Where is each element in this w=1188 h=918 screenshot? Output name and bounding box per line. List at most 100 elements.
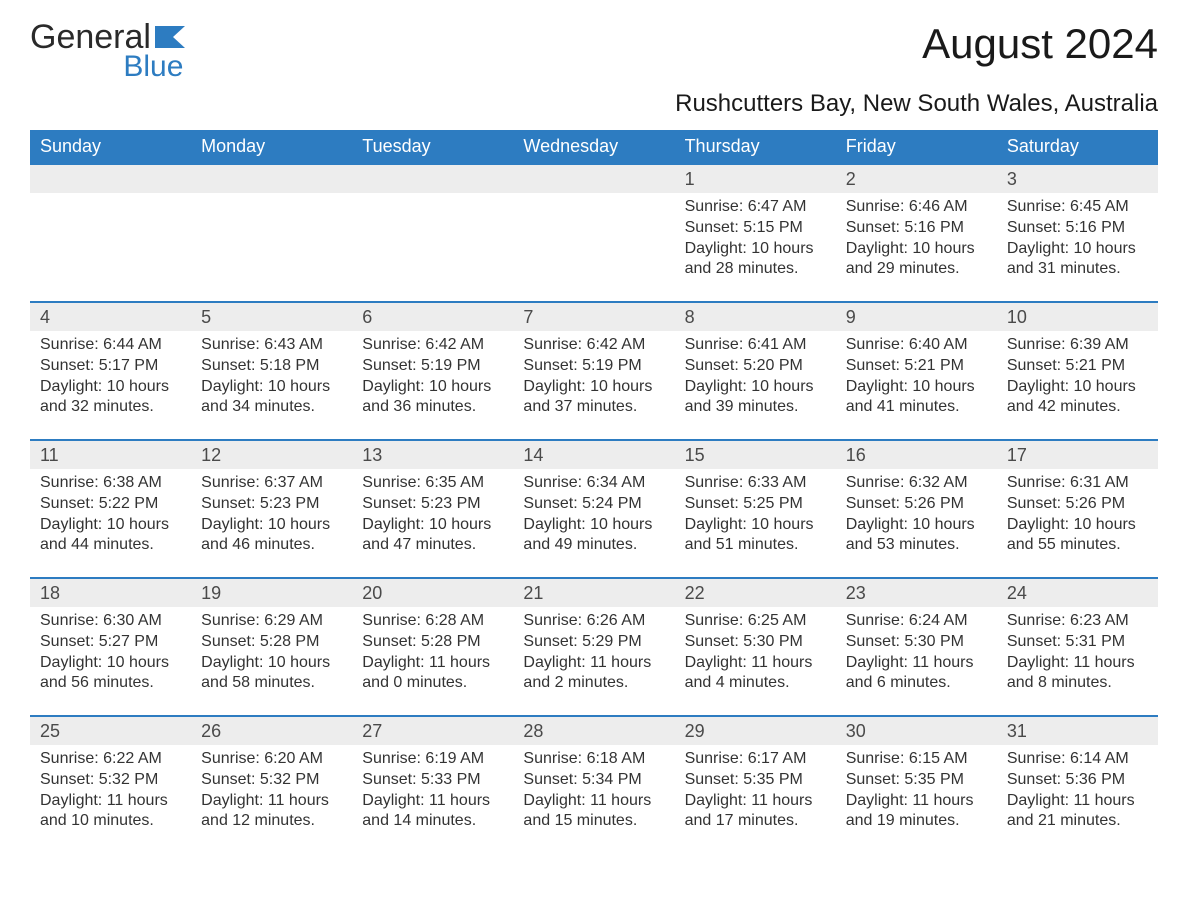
day-content: Sunrise: 6:14 AMSunset: 5:36 PMDaylight:…: [997, 745, 1158, 853]
day-content-row: Sunrise: 6:38 AMSunset: 5:22 PMDaylight:…: [30, 469, 1158, 577]
sunset-text: Sunset: 5:26 PM: [846, 494, 987, 515]
sunset-text: Sunset: 5:35 PM: [846, 770, 987, 791]
daylight-text: Daylight: 10 hours and 29 minutes.: [846, 239, 987, 281]
day-number: 15: [675, 441, 836, 469]
sunset-text: Sunset: 5:30 PM: [685, 632, 826, 653]
sunrise-text: Sunrise: 6:39 AM: [1007, 335, 1148, 356]
sunrise-text: Sunrise: 6:25 AM: [685, 611, 826, 632]
calendar-week: 11121314151617Sunrise: 6:38 AMSunset: 5:…: [30, 439, 1158, 577]
day-content: Sunrise: 6:39 AMSunset: 5:21 PMDaylight:…: [997, 331, 1158, 439]
sunset-text: Sunset: 5:27 PM: [40, 632, 181, 653]
day-content: Sunrise: 6:33 AMSunset: 5:25 PMDaylight:…: [675, 469, 836, 577]
sunset-text: Sunset: 5:18 PM: [201, 356, 342, 377]
day-content: [513, 193, 674, 301]
daylight-text: Daylight: 11 hours and 12 minutes.: [201, 791, 342, 833]
daylight-text: Daylight: 11 hours and 15 minutes.: [523, 791, 664, 833]
calendar-week: 45678910Sunrise: 6:44 AMSunset: 5:17 PMD…: [30, 301, 1158, 439]
daylight-text: Daylight: 11 hours and 21 minutes.: [1007, 791, 1148, 833]
day-number: 22: [675, 579, 836, 607]
sunrise-text: Sunrise: 6:33 AM: [685, 473, 826, 494]
day-content: Sunrise: 6:47 AMSunset: 5:15 PMDaylight:…: [675, 193, 836, 301]
day-number: 17: [997, 441, 1158, 469]
day-content: Sunrise: 6:28 AMSunset: 5:28 PMDaylight:…: [352, 607, 513, 715]
day-content: Sunrise: 6:22 AMSunset: 5:32 PMDaylight:…: [30, 745, 191, 853]
day-number: 30: [836, 717, 997, 745]
daylight-text: Daylight: 10 hours and 46 minutes.: [201, 515, 342, 557]
day-content-row: Sunrise: 6:44 AMSunset: 5:17 PMDaylight:…: [30, 331, 1158, 439]
sunrise-text: Sunrise: 6:23 AM: [1007, 611, 1148, 632]
day-content-row: Sunrise: 6:47 AMSunset: 5:15 PMDaylight:…: [30, 193, 1158, 301]
day-number: 26: [191, 717, 352, 745]
logo-flag-icon: [155, 26, 185, 53]
daylight-text: Daylight: 10 hours and 32 minutes.: [40, 377, 181, 419]
sunrise-text: Sunrise: 6:17 AM: [685, 749, 826, 770]
daylight-text: Daylight: 10 hours and 42 minutes.: [1007, 377, 1148, 419]
sunrise-text: Sunrise: 6:31 AM: [1007, 473, 1148, 494]
sunset-text: Sunset: 5:25 PM: [685, 494, 826, 515]
sunrise-text: Sunrise: 6:19 AM: [362, 749, 503, 770]
day-number-row: 25262728293031: [30, 717, 1158, 745]
sunset-text: Sunset: 5:23 PM: [362, 494, 503, 515]
sunset-text: Sunset: 5:31 PM: [1007, 632, 1148, 653]
daylight-text: Daylight: 10 hours and 28 minutes.: [685, 239, 826, 281]
day-number: 5: [191, 303, 352, 331]
sunset-text: Sunset: 5:16 PM: [846, 218, 987, 239]
day-number: 3: [997, 165, 1158, 193]
day-content: Sunrise: 6:44 AMSunset: 5:17 PMDaylight:…: [30, 331, 191, 439]
day-number: 16: [836, 441, 997, 469]
sunrise-text: Sunrise: 6:44 AM: [40, 335, 181, 356]
sunset-text: Sunset: 5:19 PM: [523, 356, 664, 377]
calendar-week: 25262728293031Sunrise: 6:22 AMSunset: 5:…: [30, 715, 1158, 853]
days-of-week-header: SundayMondayTuesdayWednesdayThursdayFrid…: [30, 130, 1158, 163]
day-content: Sunrise: 6:24 AMSunset: 5:30 PMDaylight:…: [836, 607, 997, 715]
day-number: 31: [997, 717, 1158, 745]
sunrise-text: Sunrise: 6:18 AM: [523, 749, 664, 770]
daylight-text: Daylight: 11 hours and 4 minutes.: [685, 653, 826, 695]
day-number: [513, 165, 674, 193]
day-content: Sunrise: 6:26 AMSunset: 5:29 PMDaylight:…: [513, 607, 674, 715]
day-content: [30, 193, 191, 301]
daylight-text: Daylight: 10 hours and 51 minutes.: [685, 515, 826, 557]
sunset-text: Sunset: 5:23 PM: [201, 494, 342, 515]
daylight-text: Daylight: 11 hours and 17 minutes.: [685, 791, 826, 833]
day-number: [30, 165, 191, 193]
sunset-text: Sunset: 5:30 PM: [846, 632, 987, 653]
daylight-text: Daylight: 10 hours and 49 minutes.: [523, 515, 664, 557]
sunrise-text: Sunrise: 6:29 AM: [201, 611, 342, 632]
sunset-text: Sunset: 5:35 PM: [685, 770, 826, 791]
sunrise-text: Sunrise: 6:30 AM: [40, 611, 181, 632]
day-number: [352, 165, 513, 193]
day-number: 12: [191, 441, 352, 469]
day-number-row: 18192021222324: [30, 579, 1158, 607]
daylight-text: Daylight: 10 hours and 34 minutes.: [201, 377, 342, 419]
day-content: Sunrise: 6:38 AMSunset: 5:22 PMDaylight:…: [30, 469, 191, 577]
logo: General Blue: [30, 20, 185, 84]
day-content: [352, 193, 513, 301]
day-number: 8: [675, 303, 836, 331]
daylight-text: Daylight: 10 hours and 31 minutes.: [1007, 239, 1148, 281]
sunrise-text: Sunrise: 6:24 AM: [846, 611, 987, 632]
sunrise-text: Sunrise: 6:32 AM: [846, 473, 987, 494]
day-number-row: 45678910: [30, 303, 1158, 331]
day-content: Sunrise: 6:32 AMSunset: 5:26 PMDaylight:…: [836, 469, 997, 577]
day-content: Sunrise: 6:20 AMSunset: 5:32 PMDaylight:…: [191, 745, 352, 853]
sunset-text: Sunset: 5:33 PM: [362, 770, 503, 791]
day-number: 18: [30, 579, 191, 607]
daylight-text: Daylight: 10 hours and 53 minutes.: [846, 515, 987, 557]
day-number: 2: [836, 165, 997, 193]
daylight-text: Daylight: 11 hours and 0 minutes.: [362, 653, 503, 695]
day-content: Sunrise: 6:25 AMSunset: 5:30 PMDaylight:…: [675, 607, 836, 715]
day-content: Sunrise: 6:34 AMSunset: 5:24 PMDaylight:…: [513, 469, 674, 577]
sunset-text: Sunset: 5:19 PM: [362, 356, 503, 377]
day-number: 14: [513, 441, 674, 469]
day-number-row: 11121314151617: [30, 441, 1158, 469]
sunrise-text: Sunrise: 6:43 AM: [201, 335, 342, 356]
day-content: Sunrise: 6:37 AMSunset: 5:23 PMDaylight:…: [191, 469, 352, 577]
dow-cell: Saturday: [997, 130, 1158, 163]
calendar-week: 123Sunrise: 6:47 AMSunset: 5:15 PMDaylig…: [30, 163, 1158, 301]
day-number: 20: [352, 579, 513, 607]
weeks-container: 12 3 Sunrise: 6:47 AMSunset: 5:15 PMDaylig…: [30, 163, 1158, 853]
daylight-text: Daylight: 11 hours and 6 minutes.: [846, 653, 987, 695]
logo-text-wrap: General Blue: [30, 20, 185, 84]
sunset-text: Sunset: 5:28 PM: [201, 632, 342, 653]
